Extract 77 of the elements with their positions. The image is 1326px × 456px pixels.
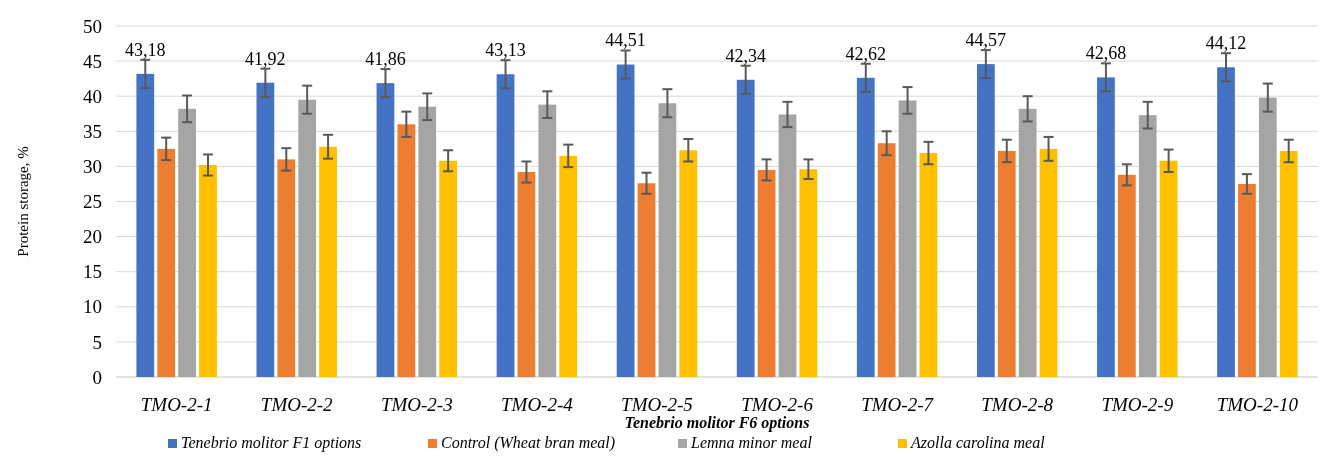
bar [256,82,275,377]
y-tick-label: 40 [83,85,102,107]
y-tick-label: 45 [83,50,102,72]
bar [637,183,656,377]
legend-label: Lemna minor meal [690,434,813,451]
bar [157,148,176,377]
bar [1258,97,1277,377]
bar [757,169,776,377]
data-label: 41,92 [245,48,286,69]
bar [1018,108,1037,377]
data-label: 44,57 [965,30,1007,51]
bar [1097,77,1115,377]
x-tick-label: TMO-2-2 [260,394,334,415]
bar [1238,183,1256,377]
bar [496,74,515,377]
bar [1159,160,1178,377]
bar [538,104,557,377]
bar [736,79,755,377]
bar [1279,150,1298,377]
bar [616,64,635,377]
bar [1217,67,1235,377]
bar [439,160,458,377]
bar [397,124,416,377]
x-tick-label: TMO-2-9 [1101,394,1174,415]
x-tick-label: TMO-2-5 [621,394,693,415]
data-label: 44,51 [605,30,646,51]
legend-label: Control (Wheat bran meal) [441,434,616,452]
y-tick-label: 15 [83,261,102,283]
y-tick-label: 35 [83,120,102,142]
legend-label: Azolla carolina meal [910,434,1046,451]
data-label: 42,34 [725,45,766,66]
y-tick-label: 10 [83,296,102,318]
x-tick-label: TMO-2-4 [500,394,574,415]
y-tick-label: 5 [92,331,102,353]
bar [376,83,395,377]
x-tick-label: TMO-2-7 [861,394,935,415]
bar [418,106,437,377]
bar [877,143,896,377]
bar [136,73,155,377]
bar [919,153,938,377]
bar [898,100,917,377]
data-label: 43,13 [485,40,526,61]
bar [679,150,698,377]
data-label: 42,62 [845,43,887,64]
y-tick-label: 0 [92,366,102,388]
data-label: 41,86 [365,49,406,70]
x-tick-label: TMO-2-8 [981,394,1054,415]
bar [778,114,797,377]
bar [1117,174,1136,377]
y-axis-title: Protein storage, % [15,146,31,257]
x-axis-title: Tenebrio molitor F6 options [624,414,810,432]
bar [277,159,296,377]
y-tick-label: 20 [83,226,102,248]
bar [559,155,578,377]
y-tick-label: 25 [83,191,102,213]
y-tick-label: 30 [83,156,102,178]
data-label: 42,68 [1085,43,1127,64]
bar [658,103,677,377]
legend-label: Tenebrio molitor F1 options [181,434,362,452]
x-tick-label: TMO-2-10 [1216,394,1299,415]
bar [976,64,995,377]
data-label: 43,18 [125,39,166,60]
bar [856,77,875,377]
data-label: 44,12 [1205,33,1247,54]
bar [997,150,1016,377]
bar [178,108,196,377]
bar [319,146,337,377]
x-tick-label: TMO-2-6 [741,394,814,415]
x-tick-label: TMO-2-3 [380,394,453,415]
bar [799,169,818,377]
y-tick-label: 50 [83,15,102,37]
bar [1039,148,1058,377]
x-tick-label: TMO-2-1 [140,394,213,415]
bar [517,172,536,377]
bar [199,165,217,377]
bar [298,99,317,377]
bar [1138,115,1157,377]
